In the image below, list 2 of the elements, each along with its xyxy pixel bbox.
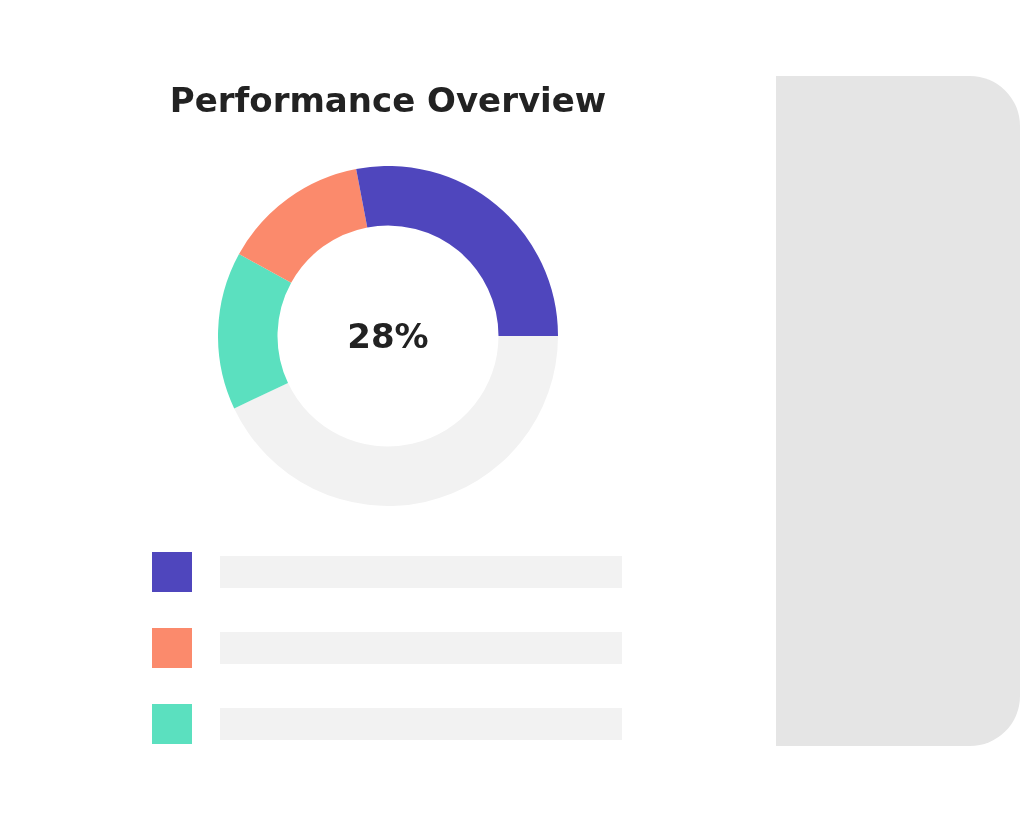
chart-title: Performance Overview bbox=[168, 80, 608, 120]
text: 28% bbox=[346, 316, 430, 356]
